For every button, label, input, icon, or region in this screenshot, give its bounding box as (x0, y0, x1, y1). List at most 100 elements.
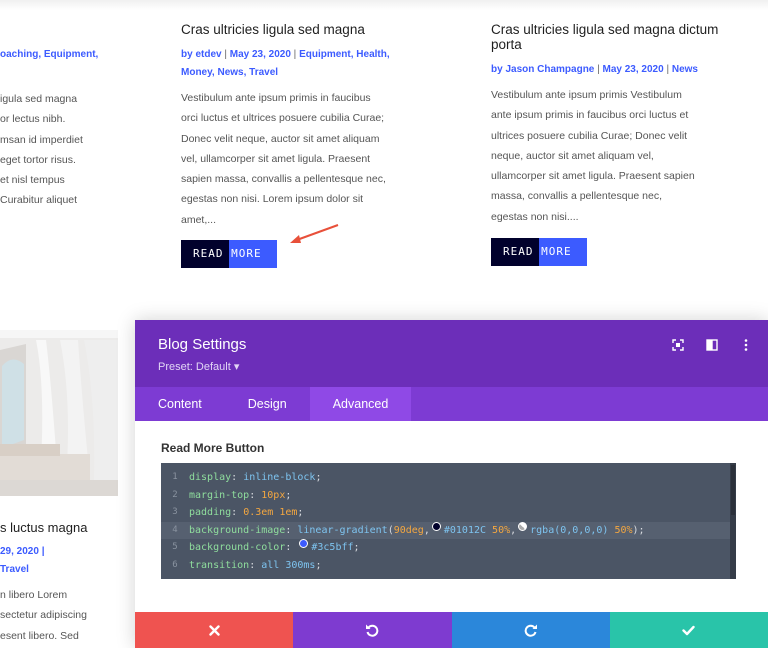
css-value: 50% (614, 524, 633, 536)
read-more-button[interactable]: READ MORE (181, 240, 277, 269)
excerpt-line: orci luctus et ultrices posuere cubilia … (181, 112, 385, 125)
post-featured-image[interactable] (0, 330, 118, 496)
modal-title: Blog Settings (158, 336, 247, 353)
modal-header[interactable]: Blog Settings Preset: Default ▾ (135, 320, 768, 387)
top-shadow (0, 0, 768, 10)
tab-content[interactable]: Content (158, 397, 202, 411)
excerpt-line: massa, convallis a pellentesque nec, (491, 190, 663, 203)
code-line-active: 4 background-image: linear-gradient(90de… (161, 521, 736, 539)
css-value: inline-block (243, 472, 316, 483)
code-line: 1 display: inline-block; (161, 469, 736, 487)
excerpt-line: Vestibulum ante ipsum primis Vestibulum (491, 89, 682, 101)
code-line: 5 background-color: #3c5bff; (161, 539, 736, 557)
css-value: #01012C (443, 524, 487, 536)
excerpt-line: neque, auctor sit amet aliquam vel, (491, 149, 654, 162)
code-scrollbar[interactable] (730, 463, 736, 579)
save-button[interactable] (609, 612, 768, 648)
code-line: 6 transition: all 300ms; (161, 557, 736, 575)
left-post-category[interactable]: Travel (0, 564, 29, 575)
css-value: 50% (492, 524, 511, 536)
post-author[interactable]: by Jason Champagne (491, 64, 595, 75)
excerpt-line: esent libero. Sed (0, 629, 79, 642)
post-meta: by Jason Champagne | May 23, 2020 | News (491, 64, 698, 75)
split-view-icon[interactable] (704, 337, 720, 353)
css-value: 10px (261, 489, 286, 501)
blog-post-center: Cras ultricies ligula sed magna by etdev… (181, 22, 421, 269)
excerpt-line: eget tortor risus. (0, 153, 76, 166)
css-value: 90deg (393, 524, 424, 536)
excerpt-line: or lectus nibh. (0, 113, 66, 126)
modal-header-icons (670, 337, 754, 353)
post-author[interactable]: by etdev (181, 49, 222, 60)
css-property: background-image (189, 524, 286, 536)
redo-icon (524, 624, 537, 637)
excerpt-line: egestas non nisi.... (491, 210, 579, 223)
excerpt-line: ullamcorper sit amet ligula. Praesent sa… (491, 170, 695, 183)
css-property: margin-top (189, 489, 250, 501)
left-post-meta[interactable]: oaching, Equipment, (0, 49, 99, 60)
css-code-editor[interactable]: 1 display: inline-block; 2 margin-top: 1… (161, 463, 736, 579)
discard-button[interactable] (135, 612, 294, 648)
left-post-excerpt: igula sed magna or lectus nibh. msan id … (0, 89, 130, 211)
post-date: May 23, 2020 (602, 64, 664, 75)
post-title[interactable]: Cras ultricies ligula sed magna dictum (491, 22, 719, 37)
blog-post-right: Cras ultricies ligula sed magna dictum p… (491, 22, 731, 267)
scrollbar-thumb[interactable] (731, 465, 735, 515)
css-value: rgba(0,0,0,0) (530, 524, 609, 536)
css-function: linear-gradient (297, 524, 388, 536)
post-date: May 23, 2020 (229, 49, 291, 60)
css-property: transition (189, 559, 250, 571)
post-meta: by etdev | May 23, 2020 | Equipment, Hea… (181, 49, 390, 60)
css-value: 0.3em 1em (243, 507, 298, 518)
post-excerpt: Vestibulum ante ipsum primis in faucibus… (181, 88, 421, 230)
color-swatch-icon[interactable] (431, 521, 441, 531)
post-title[interactable]: Cras ultricies ligula sed magna (181, 22, 365, 37)
check-icon (682, 625, 696, 635)
line-number: 3 (172, 507, 178, 517)
excerpt-line: igula sed magna (0, 93, 78, 105)
left-post-title[interactable]: s luctus magna (0, 520, 88, 535)
line-number: 6 (172, 559, 178, 570)
excerpt-line: egestas non nisi. Lorem ipsum dolor sit (181, 193, 364, 206)
color-swatch-icon[interactable] (299, 539, 309, 548)
interior-photo (0, 330, 118, 496)
excerpt-line: sectetur adipiscing (0, 609, 87, 622)
tab-design[interactable]: Design (247, 397, 287, 411)
redo-button[interactable] (451, 612, 610, 648)
line-number: 4 (172, 524, 178, 535)
excerpt-line: sapien massa, convallis a pellentesque n… (181, 173, 386, 186)
css-property: background-color (189, 542, 286, 553)
css-property: display (189, 472, 232, 483)
css-value: all 300ms (261, 559, 316, 571)
more-vertical-icon[interactable] (738, 337, 754, 353)
post-category[interactable]: Equipment (299, 49, 351, 60)
post-category[interactable]: Health, (356, 49, 390, 60)
annotation-arrow-icon (290, 224, 339, 243)
left-post-partial-bottom: s luctus magna 29, 2020 | Travel n liber… (0, 520, 130, 646)
post-excerpt: Vestibulum ante ipsum primis Vestibulum … (491, 85, 731, 227)
excerpt-line: Donec velit neque, auctor sit amet aliqu… (181, 132, 380, 145)
section-label: Read More Button (161, 441, 265, 455)
line-number: 1 (172, 472, 178, 482)
undo-button[interactable] (293, 612, 452, 648)
tab-advanced[interactable]: Advanced (309, 387, 412, 421)
left-post-date[interactable]: 29, 2020 | (0, 546, 45, 557)
undo-icon (366, 624, 379, 637)
modal-body: Read More Button 1 display: inline-block… (135, 421, 768, 579)
excerpt-line: ultrices posuere cubilia Curae; Donec ve… (491, 129, 688, 142)
preset-dropdown[interactable]: Preset: Default ▾ (158, 361, 240, 373)
color-swatch-icon[interactable] (518, 521, 528, 531)
read-more-button[interactable]: READ MORE (491, 238, 587, 267)
excerpt-line: msan id imperdiet (0, 133, 83, 146)
css-property: padding (189, 507, 232, 518)
excerpt-line: amet,... (181, 213, 217, 226)
close-icon (208, 624, 220, 636)
code-line: 3 padding: 0.3em 1em; (161, 504, 736, 522)
left-post-excerpt-bottom: n libero Lorem sectetur adipiscing esent… (0, 585, 130, 646)
post-meta-categories[interactable]: Money, News, Travel (181, 67, 279, 78)
post-title-line2[interactable]: porta (491, 37, 522, 52)
post-category[interactable]: News (671, 64, 698, 75)
modal-tabs: Content Design Advanced (135, 387, 768, 421)
fullscreen-icon[interactable] (670, 337, 686, 353)
